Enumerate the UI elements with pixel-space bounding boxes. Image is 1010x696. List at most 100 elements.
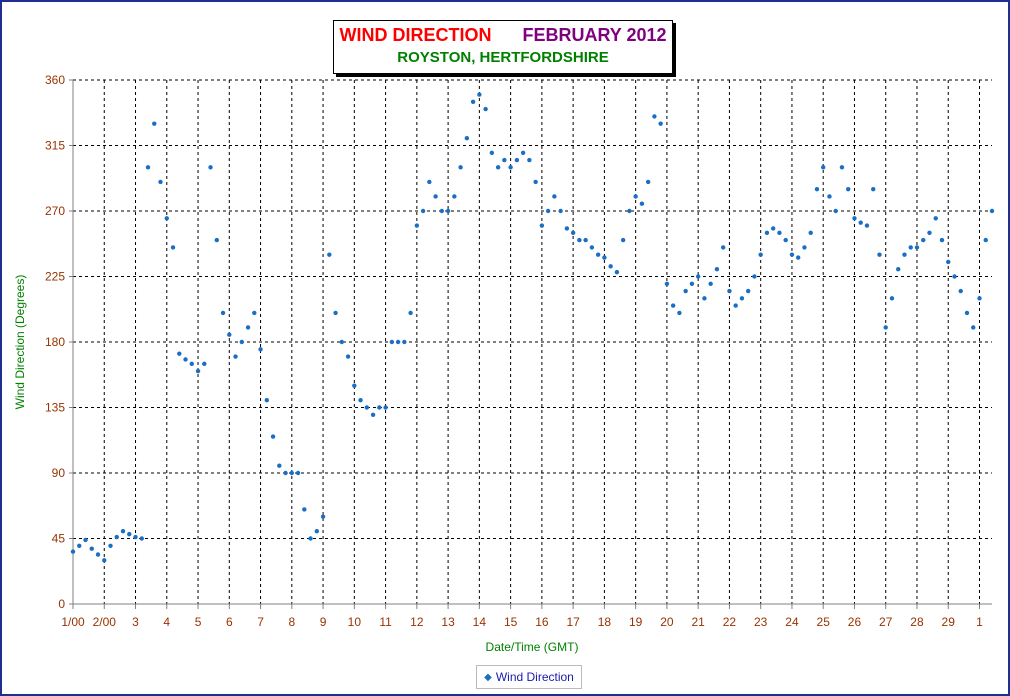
data-point bbox=[533, 179, 538, 185]
data-point bbox=[614, 269, 620, 275]
x-tick-label: 15 bbox=[504, 615, 518, 629]
data-point bbox=[289, 470, 295, 476]
data-point bbox=[520, 150, 526, 155]
data-point bbox=[89, 546, 94, 551]
data-point bbox=[320, 514, 326, 519]
data-point bbox=[795, 255, 801, 260]
data-point bbox=[702, 296, 707, 301]
data-point bbox=[333, 310, 338, 316]
data-point bbox=[427, 179, 432, 185]
x-tick-label: 20 bbox=[660, 615, 674, 629]
x-tick-label: 19 bbox=[629, 615, 643, 629]
data-point bbox=[889, 296, 895, 301]
data-point bbox=[127, 531, 132, 537]
data-point bbox=[345, 354, 351, 359]
y-tick-label: 180 bbox=[45, 335, 65, 349]
data-point bbox=[245, 325, 251, 330]
data-point bbox=[214, 237, 219, 243]
data-point bbox=[633, 194, 638, 199]
data-point bbox=[739, 296, 745, 301]
data-point bbox=[608, 264, 613, 269]
data-point bbox=[833, 208, 838, 214]
data-point bbox=[352, 383, 357, 388]
data-point bbox=[745, 288, 751, 294]
x-tick-label: 25 bbox=[817, 615, 831, 629]
data-point bbox=[758, 252, 763, 257]
data-point bbox=[989, 208, 995, 214]
data-point bbox=[477, 92, 482, 97]
x-tick-label: 11 bbox=[379, 615, 392, 629]
data-point bbox=[652, 114, 657, 119]
x-tick-label: 6 bbox=[226, 615, 233, 629]
plot-area bbox=[73, 80, 992, 604]
data-point bbox=[871, 186, 876, 192]
x-tick-label: 12 bbox=[410, 615, 424, 629]
data-point bbox=[420, 208, 426, 214]
data-point bbox=[464, 136, 470, 141]
data-point bbox=[314, 529, 320, 534]
data-point bbox=[727, 288, 732, 294]
data-point bbox=[302, 507, 307, 512]
data-point bbox=[195, 368, 201, 374]
data-point bbox=[933, 216, 938, 221]
data-point bbox=[821, 165, 826, 170]
data-point bbox=[470, 99, 476, 105]
x-tick-label: 2/00 bbox=[93, 615, 117, 629]
data-point bbox=[114, 534, 119, 540]
data-point bbox=[977, 296, 982, 301]
data-point bbox=[589, 245, 595, 250]
data-point bbox=[383, 405, 388, 410]
x-tick-label: 17 bbox=[566, 615, 580, 629]
data-point bbox=[189, 361, 194, 367]
y-tick-label: 315 bbox=[45, 139, 65, 153]
data-point bbox=[664, 281, 670, 286]
data-point bbox=[921, 237, 926, 243]
data-point bbox=[577, 237, 582, 243]
chart-subtitle: ROYSTON, HERTFORDSHIRE bbox=[397, 49, 609, 66]
data-point bbox=[602, 255, 607, 260]
data-point bbox=[852, 216, 857, 221]
x-tick-label: 9 bbox=[320, 615, 327, 629]
data-point bbox=[814, 186, 820, 192]
legend: ◆ Wind Direction bbox=[476, 665, 582, 689]
data-point bbox=[439, 208, 445, 214]
x-tick-label: 14 bbox=[473, 615, 487, 629]
data-point bbox=[339, 339, 345, 345]
data-point bbox=[458, 165, 463, 170]
data-point bbox=[958, 288, 963, 294]
data-point bbox=[183, 357, 188, 362]
y-tick-label: 270 bbox=[45, 204, 65, 218]
data-point bbox=[258, 347, 263, 352]
data-point bbox=[827, 194, 832, 199]
data-point bbox=[277, 463, 282, 468]
data-point bbox=[964, 310, 970, 316]
data-point bbox=[133, 534, 138, 540]
data-point bbox=[971, 325, 976, 330]
x-tick-label: 4 bbox=[163, 615, 170, 629]
data-point bbox=[327, 252, 332, 257]
data-point bbox=[408, 310, 413, 316]
data-point bbox=[639, 201, 645, 206]
x-tick-label: 1/00 bbox=[61, 615, 85, 629]
y-tick-label: 135 bbox=[45, 401, 65, 415]
x-tick-label: 16 bbox=[535, 615, 549, 629]
data-point bbox=[120, 529, 126, 534]
legend-label: Wind Direction bbox=[495, 670, 574, 684]
x-tick-label: 28 bbox=[910, 615, 924, 629]
data-point bbox=[914, 245, 920, 250]
data-point bbox=[177, 351, 182, 356]
data-point bbox=[896, 267, 901, 272]
x-tick-label: 18 bbox=[598, 615, 612, 629]
data-point bbox=[83, 537, 88, 543]
data-point bbox=[308, 536, 313, 541]
data-point bbox=[983, 237, 988, 243]
data-point bbox=[946, 259, 951, 265]
data-point bbox=[158, 179, 163, 185]
title-line: WIND DIRECTION FEBRUARY 2012 bbox=[334, 25, 672, 46]
data-point bbox=[927, 230, 932, 236]
data-point bbox=[677, 310, 682, 316]
data-point bbox=[220, 310, 226, 316]
data-point bbox=[452, 194, 457, 199]
data-point bbox=[377, 405, 382, 410]
data-point bbox=[502, 157, 507, 163]
